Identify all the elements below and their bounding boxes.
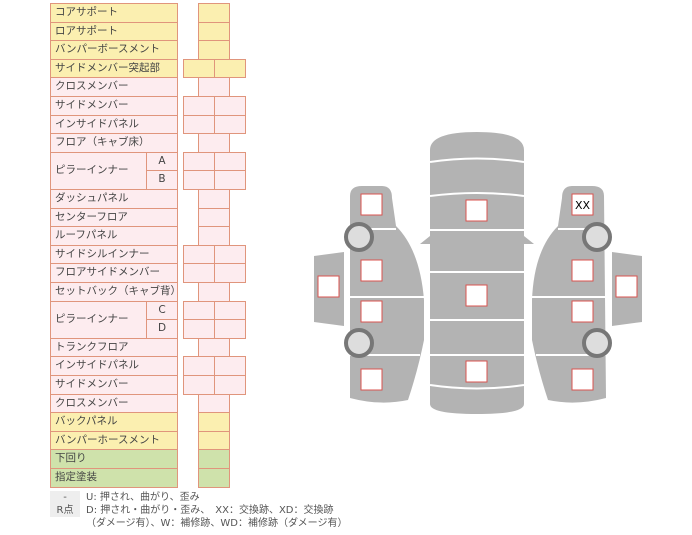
row-label: サイドメンバー突起部 [50,58,178,79]
legend-text: D: 押され・曲がり・歪み、 XX：交換跡、XD：交換跡 [86,505,334,516]
damage-marker [571,259,594,282]
damage-marker [360,259,383,282]
row-label: 指定塗装 [50,468,178,488]
legend: - U: 押され、曲がり、歪み R点 D: 押され・曲がり・歪み、 XX：交換跡、XD… [50,491,347,530]
damage-marker [360,193,383,216]
damage-marker [360,300,383,323]
damage-marker-marked [571,193,594,216]
damage-marker [360,368,383,391]
row-label: サイドメンバー [50,96,178,116]
row-check-cell-right [214,114,246,135]
row-check-cell-right [214,263,246,283]
legend-key: - [50,491,80,504]
wheel-icon [344,328,374,358]
damage-marker [571,300,594,323]
row-label: フロアサイドメンバー [50,263,178,283]
legend-key: R点 [50,504,80,517]
row-label: バックパネル [50,412,178,432]
damage-marker [571,368,594,391]
row-check-cell-right [214,170,246,190]
legend-row: - U: 押され、曲がり、歪み [50,491,347,504]
row-label: センターフロア [50,207,178,228]
wheel-icon [344,222,374,252]
row-check-cell-right [214,375,246,395]
damage-marker [465,199,488,222]
row-sublabel: C [146,300,178,321]
row-label: クロスメンバー [50,77,178,97]
damage-marker [465,284,488,307]
row-label: ピラーインナー [50,151,147,190]
row-label: インサイドパネル [50,114,178,135]
damage-marker [317,275,340,298]
legend-row: （ダメージ有）、W：補修跡、WD：補修跡（ダメージ有） [50,517,347,530]
row-check-cell-right [214,319,246,339]
row-label: バンパーボースメント [50,40,178,60]
row-label: ピラーインナー [50,300,147,339]
row-check-cell [198,468,230,488]
damage-marker [465,360,488,383]
row-label: バンパーホースメント [50,430,178,451]
damage-marker [615,275,638,298]
legend-text: （ダメージ有）、W：補修跡、WD：補修跡（ダメージ有） [86,518,348,529]
row-label: クロスメンバー [50,393,178,414]
legend-text: U: 押され、曲がり、歪み [86,492,200,503]
row-sublabel: A [146,151,178,172]
wheel-icon [582,328,612,358]
wheel-icon [582,222,612,252]
right-side-body [532,186,606,403]
legend-row: R点 D: 押され・曲がり・歪み、 XX：交換跡、XD：交換跡 [50,504,347,517]
wheels [344,222,612,358]
marker-label: XX [575,199,591,212]
row-label: サイドシルインナー [50,244,178,265]
row-label: フロア（キャブ床） [50,133,178,153]
row-check-cell-right [214,58,246,79]
